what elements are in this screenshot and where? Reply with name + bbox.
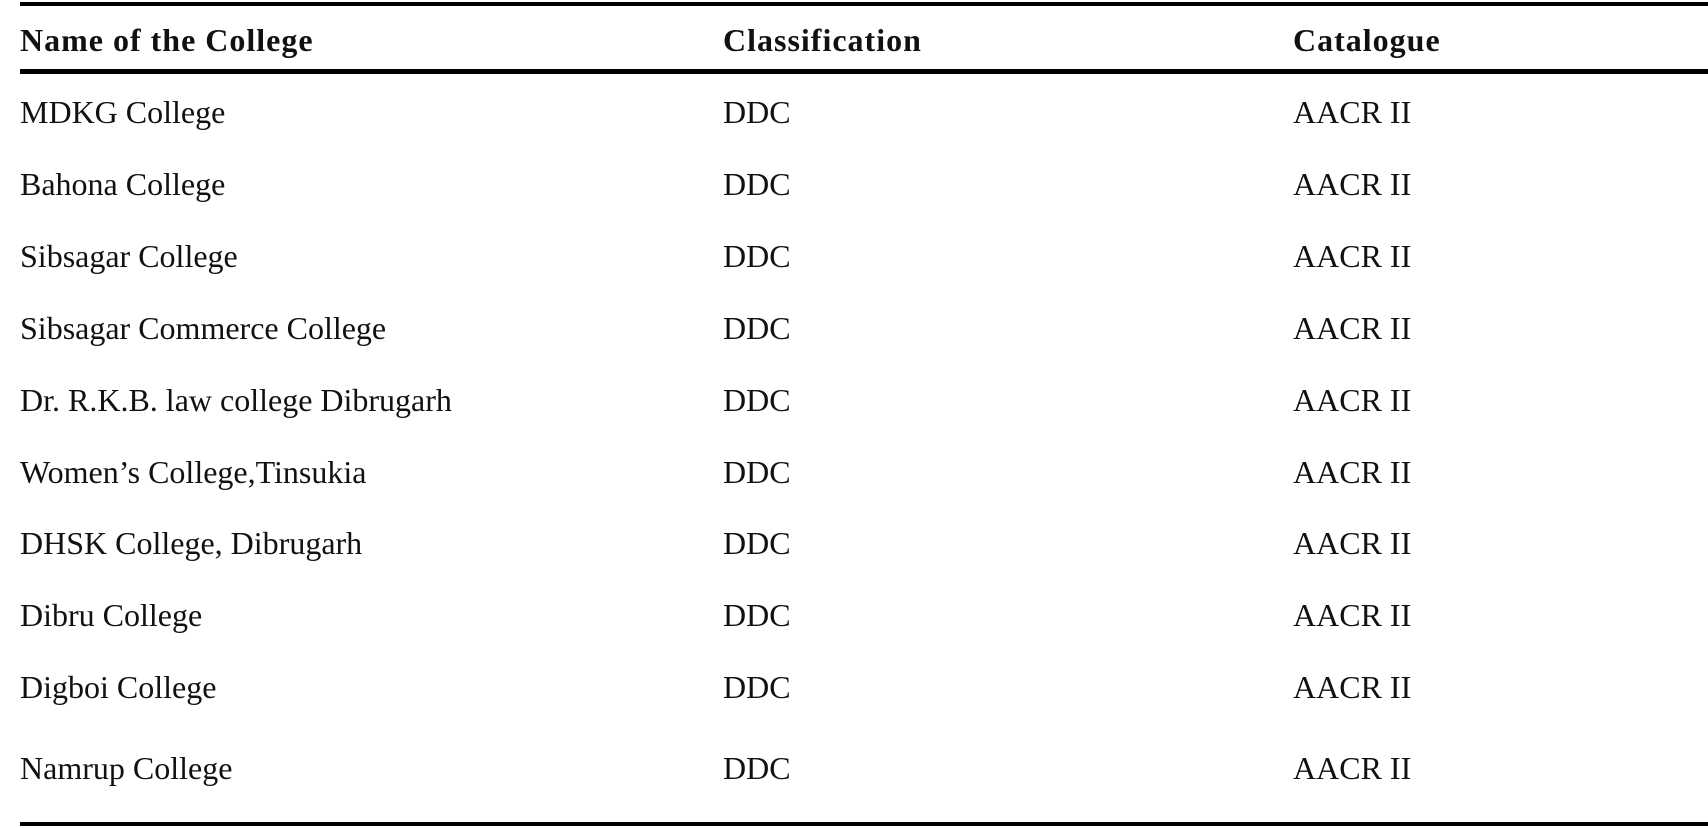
- college-name-cell: Bahona College: [20, 166, 226, 202]
- table-row: MDKG College DDC AACR II: [0, 92, 1708, 132]
- table-row: Sibsagar Commerce College DDC AACR II: [0, 308, 1708, 348]
- college-name-cell: DHSK College, Dibrugarh: [20, 525, 363, 561]
- table-row: Dibru College DDC AACR II: [0, 595, 1708, 635]
- classification-cell: DDC: [723, 382, 791, 418]
- classification-cell: DDC: [723, 166, 791, 202]
- table-row: Digboi College DDC AACR II: [0, 667, 1708, 707]
- college-name-cell: Sibsagar Commerce College: [20, 310, 387, 346]
- college-name-cell: Sibsagar College: [20, 238, 238, 274]
- table-row: Bahona College DDC AACR II: [0, 164, 1708, 204]
- header-classification: Classification: [723, 22, 922, 58]
- catalogue-cell: AACR II: [1293, 525, 1412, 561]
- classification-cell: DDC: [723, 94, 791, 130]
- classification-cell: DDC: [723, 597, 791, 633]
- table-row: DHSK College, Dibrugarh DDC AACR II: [0, 523, 1708, 563]
- catalogue-cell: AACR II: [1293, 382, 1412, 418]
- college-name-cell: Namrup College: [20, 750, 233, 786]
- table-bottom-rule: [20, 822, 1708, 826]
- table-row: Dr. R.K.B. law college Dibrugarh DDC AACR …: [0, 380, 1708, 420]
- table-row: Namrup College DDC AACR II: [0, 748, 1708, 788]
- catalogue-cell: AACR II: [1293, 454, 1412, 490]
- header-catalogue: Catalogue: [1293, 22, 1441, 58]
- college-name-cell: Dibru College: [20, 597, 203, 633]
- college-name-cell: MDKG College: [20, 94, 226, 130]
- catalogue-cell: AACR II: [1293, 597, 1412, 633]
- catalogue-cell: AACR II: [1293, 94, 1412, 130]
- catalogue-cell: AACR II: [1293, 750, 1412, 786]
- table-top-rule: [20, 2, 1708, 6]
- classification-cell: DDC: [723, 454, 791, 490]
- classification-cell: DDC: [723, 669, 791, 705]
- catalogue-cell: AACR II: [1293, 166, 1412, 202]
- table-row: Women’s College,Tinsukia DDC AACR II: [0, 452, 1708, 492]
- classification-cell: DDC: [723, 525, 791, 561]
- college-name-cell: Women’s College,Tinsukia: [20, 454, 367, 490]
- classification-cell: DDC: [723, 310, 791, 346]
- classification-cell: DDC: [723, 238, 791, 274]
- header-rule: [20, 69, 1708, 74]
- table-header: Name of the College Classification Catal…: [0, 20, 1708, 60]
- classification-cell: DDC: [723, 750, 791, 786]
- table-row: Sibsagar College DDC AACR II: [0, 236, 1708, 276]
- college-name-cell: Dr. R.K.B. law college Dibrugarh: [20, 382, 452, 418]
- catalogue-cell: AACR II: [1293, 310, 1412, 346]
- header-name: Name of the College: [20, 22, 314, 58]
- catalogue-cell: AACR II: [1293, 238, 1412, 274]
- college-name-cell: Digboi College: [20, 669, 217, 705]
- catalogue-cell: AACR II: [1293, 669, 1412, 705]
